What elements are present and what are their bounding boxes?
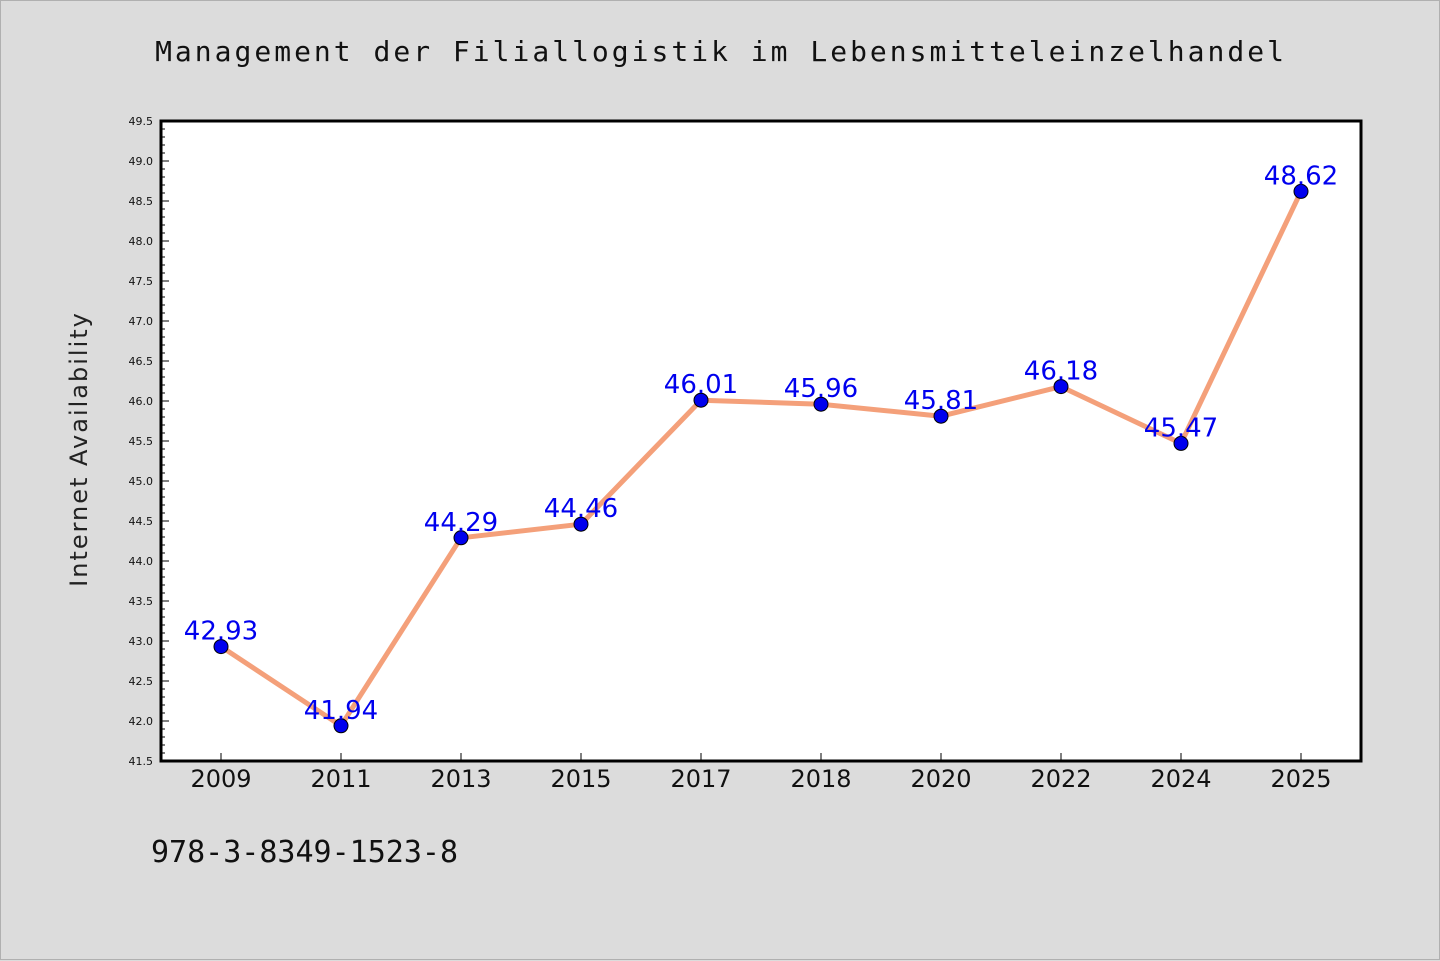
data-label: 46.01 <box>664 370 738 400</box>
data-point <box>813 396 829 412</box>
y-axis-title: Internet Availability <box>65 311 93 587</box>
y-tick-label: 47.0 <box>129 315 154 328</box>
data-point <box>933 408 949 424</box>
data-label: 45.96 <box>784 374 858 404</box>
y-tick-label: 43.0 <box>129 635 154 648</box>
x-tick-label: 2024 <box>1150 765 1211 793</box>
x-tick-label: 2013 <box>430 765 491 793</box>
series-line <box>218 188 1304 729</box>
data-label: 45.81 <box>904 386 978 416</box>
x-tick-label: 2025 <box>1270 765 1331 793</box>
y-tick-label: 41.5 <box>129 755 154 768</box>
y-tick-label: 46.5 <box>129 355 154 368</box>
y-tick-label: 44.5 <box>129 515 154 528</box>
y-tick-label: 49.0 <box>129 155 154 168</box>
x-tick-label: 2022 <box>1030 765 1091 793</box>
y-tick-label: 49.5 <box>129 115 154 128</box>
data-point <box>453 530 469 546</box>
data-labels-group: 42.93 41.94 44.29 44.46 46.01 45.96 45.81 46.18… <box>184 161 1338 725</box>
y-axis: 41.5 42.0 42.5 43.0 43.5 44.0 44.5 45.0 45.5 46.0… <box>129 115 169 768</box>
plot-area <box>159 119 1363 763</box>
y-tick-label: 42.5 <box>129 675 154 688</box>
data-point <box>573 516 589 532</box>
x-tick-label: 2015 <box>550 765 611 793</box>
data-label: 42.93 <box>184 617 258 647</box>
x-axis: 2009 2011 2013 2015 2017 2018 2020 2022 2024 2025 <box>190 753 1332 793</box>
y-tick-label: 45.5 <box>129 435 154 448</box>
x-tick-label: 2009 <box>190 765 251 793</box>
series-line-group <box>218 188 1304 729</box>
plot-frame <box>159 119 1363 763</box>
data-label: 48.62 <box>1264 161 1338 191</box>
y-tick-label: 48.5 <box>129 195 154 208</box>
data-label: 44.46 <box>544 494 618 524</box>
markers-group <box>213 183 1309 734</box>
data-label: 44.29 <box>424 508 498 538</box>
y-tick-label: 47.5 <box>129 275 154 288</box>
data-label: 46.18 <box>1024 357 1098 387</box>
isbn-code: 978-3-8349-1523-8 <box>151 835 459 870</box>
data-point <box>1053 379 1069 395</box>
data-point <box>213 639 229 655</box>
x-tick-label: 2011 <box>310 765 371 793</box>
y-tick-label: 48.0 <box>129 235 154 248</box>
data-point <box>693 392 709 408</box>
y-tick-label: 43.5 <box>129 595 154 608</box>
data-label: 41.94 <box>304 696 378 726</box>
data-point <box>1173 435 1189 451</box>
y-tick-label: 44.0 <box>129 555 154 568</box>
chart-title: Management der Filiallogistik im Lebensm… <box>155 35 1287 68</box>
y-tick-label: 46.0 <box>129 395 154 408</box>
y-tick-label: 45.0 <box>129 475 154 488</box>
x-tick-label: 2018 <box>790 765 851 793</box>
y-tick-label: 42.0 <box>129 715 154 728</box>
x-tick-label: 2020 <box>910 765 971 793</box>
x-tick-label: 2017 <box>670 765 731 793</box>
data-label: 45.47 <box>1144 413 1218 443</box>
data-point <box>333 718 349 734</box>
data-point <box>1293 183 1309 199</box>
